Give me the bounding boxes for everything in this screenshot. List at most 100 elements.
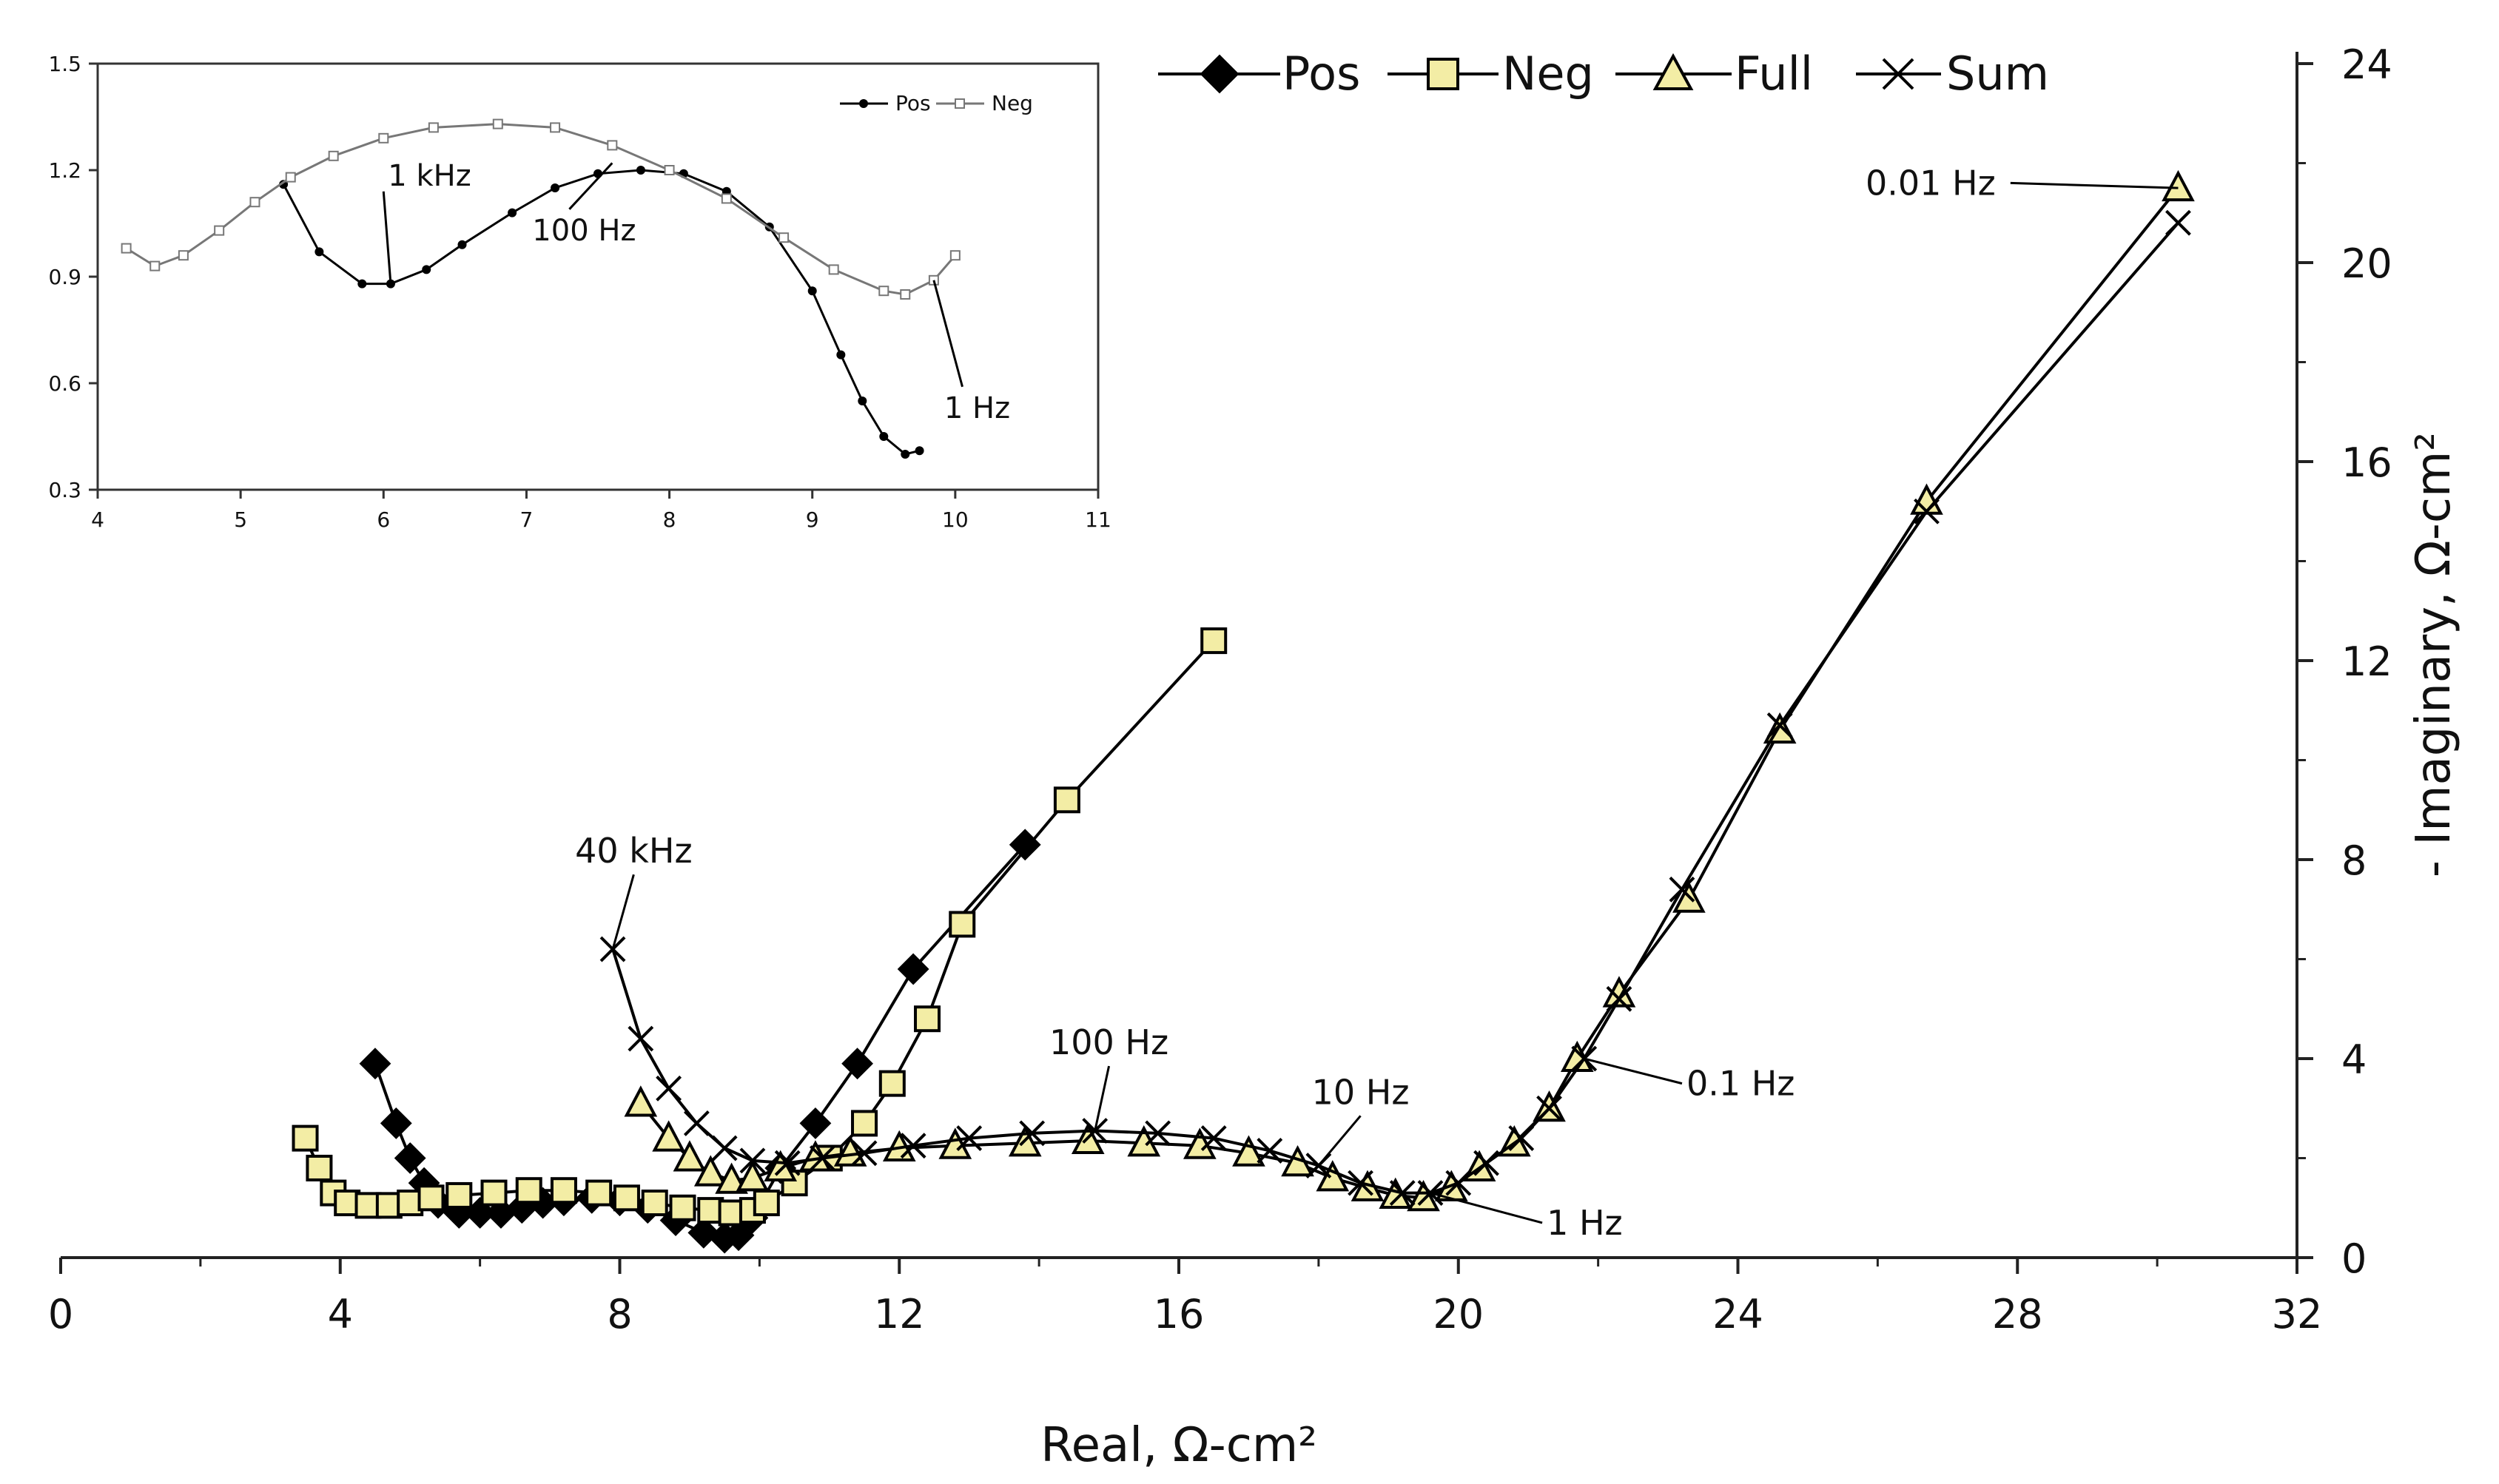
inset-annotation-label: 1 Hz (944, 391, 1010, 425)
y-tick-label: 16 (2341, 439, 2392, 486)
data-point-sum (1914, 498, 1940, 525)
inset-series-neg-line (125, 123, 957, 296)
data-point-sum (1445, 1170, 1472, 1196)
inset-data-point-neg (550, 122, 561, 133)
inset-x-tick-label: 9 (806, 507, 819, 532)
data-point-sum (956, 1125, 983, 1152)
data-point-neg (417, 1184, 445, 1212)
data-point-full (736, 1160, 770, 1192)
annotation-leader (2010, 181, 2179, 189)
annotation-leader (611, 874, 635, 950)
inset-data-point-neg (664, 165, 675, 175)
inset-annotation-leader (382, 191, 392, 284)
y-tick-label: 12 (2341, 638, 2392, 685)
legend-pos-label: Pos (1282, 47, 1360, 101)
annotation-label: 100 Hz (1049, 1022, 1168, 1062)
x-tick-label: 28 (1992, 1291, 2043, 1338)
inset-legend-neg-label: Neg (992, 91, 1033, 115)
inset-data-point-pos (315, 247, 324, 257)
annotation-leader (1584, 1057, 1683, 1085)
data-point-full (715, 1162, 748, 1194)
data-point-full (652, 1120, 685, 1152)
data-point-neg (515, 1177, 542, 1204)
data-point-neg (1053, 786, 1080, 814)
x-tick-label: 8 (607, 1291, 632, 1338)
data-point-full (1232, 1135, 1265, 1167)
main-annotations: 40 kHz 100 Hz 10 Hz 1 Hz 0.1 Hz 0.01 Hz (575, 163, 2179, 1243)
inset-data-point-neg (178, 250, 189, 261)
inset-data-point-neg (778, 232, 790, 243)
inset-data-point-neg (214, 225, 225, 236)
inset-x-tick-label: 8 (663, 507, 676, 532)
data-point-sum (711, 1135, 738, 1161)
data-point-full (673, 1140, 707, 1172)
inset-data-point-neg (285, 172, 296, 183)
inset-data-point-neg (121, 243, 132, 254)
y-tick-label: 20 (2341, 240, 2392, 287)
data-point-neg (550, 1177, 577, 1204)
inset-data-point-neg (492, 118, 503, 129)
inset-x-tick-label: 5 (234, 507, 247, 532)
data-point-sum (1473, 1150, 1499, 1176)
data-point-sum (683, 1110, 710, 1136)
inset-data-point-neg (428, 122, 439, 133)
inset-y-tick-label: 1.5 (48, 52, 81, 76)
annotation-label: 1 Hz (1547, 1203, 1623, 1243)
data-point-sum (900, 1133, 926, 1159)
inset-data-point-pos (836, 350, 846, 360)
data-point-pos (799, 1107, 832, 1139)
x-axis-label: Real, Ω-cm² (1040, 1418, 1317, 1473)
inset-x-tick-label: 6 (377, 507, 390, 532)
data-point-sum (774, 1150, 801, 1176)
inset-annotation-label: 100 Hz (532, 214, 636, 248)
inset-plot-frame (96, 62, 1100, 491)
series-sum-line (611, 221, 2180, 1195)
annotation-leader (1094, 1065, 1111, 1131)
inset-data-point-pos (807, 286, 817, 296)
data-point-sum (599, 936, 626, 962)
data-point-pos (394, 1142, 426, 1174)
data-point-neg (480, 1179, 508, 1207)
x-tick-label: 4 (328, 1291, 353, 1338)
legend-neg-marker (1427, 58, 1459, 90)
data-point-full (1407, 1180, 1440, 1212)
data-point-sum (1606, 985, 1632, 1012)
inset-annotation-leader (568, 162, 613, 210)
data-point-pos (380, 1107, 412, 1139)
data-point-full (764, 1150, 798, 1181)
inset-data-point-neg (878, 286, 889, 297)
annotation-leader (1317, 1115, 1362, 1167)
data-point-neg (851, 1110, 878, 1137)
data-point-pos (897, 953, 929, 985)
data-point-sum (1508, 1125, 1535, 1152)
data-point-neg (641, 1190, 668, 1217)
x-tick-label: 16 (1154, 1291, 1205, 1338)
inset-y-tick-label: 0.6 (48, 371, 81, 396)
inset-legend-pos-marker (859, 99, 868, 108)
inset-series-neg (121, 118, 961, 300)
y-axis-label: - Imaginary, Ω-cm² (2406, 432, 2461, 877)
annotation-label: 0.01 Hz (1866, 163, 1996, 203)
data-point-sum (809, 1145, 835, 1171)
inset-data-point-pos (422, 265, 431, 274)
inset-legend-pos-label: Pos (895, 91, 931, 115)
inset-y-tick-label: 0.9 (48, 265, 81, 289)
main-ticks: 0 4 8 12 16 20 24 28 32 0 4 8 12 16 20 24 (48, 41, 2392, 1338)
annotation-label: 40 kHz (575, 831, 693, 871)
data-point-sum (1348, 1170, 1373, 1196)
inset-data-point-neg (149, 260, 161, 271)
y-tick-label: 4 (2341, 1036, 2367, 1083)
data-point-full (693, 1155, 727, 1187)
data-point-neg (445, 1181, 473, 1209)
data-point-sum (1766, 712, 1793, 738)
data-point-sum (1200, 1125, 1227, 1152)
data-point-neg (669, 1194, 696, 1221)
data-point-pos (359, 1048, 391, 1080)
data-point-sum (1145, 1120, 1171, 1147)
data-point-neg (753, 1190, 780, 1217)
data-point-sum (851, 1140, 878, 1167)
inset-data-point-neg (328, 150, 339, 161)
data-point-sum (1257, 1137, 1283, 1164)
data-point-sum (1417, 1180, 1444, 1206)
